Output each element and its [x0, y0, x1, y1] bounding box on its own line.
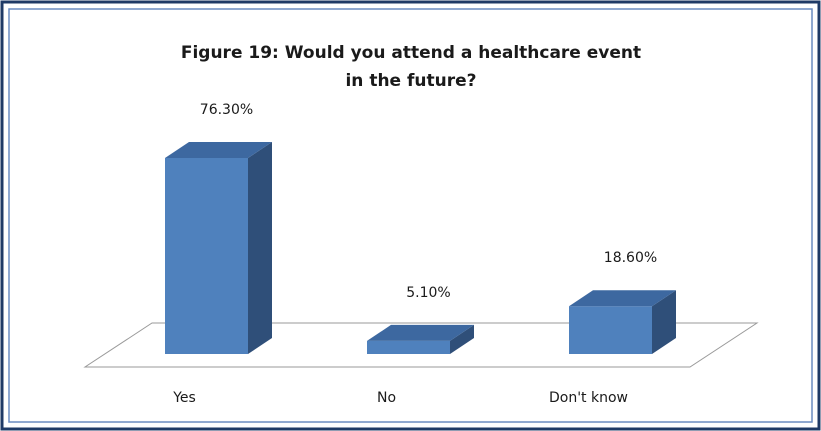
category-label-yes: Yes — [172, 390, 196, 406]
labels-group: 76.30% Yes 5.10% No 18.60% Don't know — [172, 102, 657, 406]
bar-top-don-t-know — [569, 290, 676, 307]
bar-top-yes — [165, 142, 272, 158]
chart-title-line-2: in the future? — [345, 71, 476, 91]
bar-top-no — [367, 324, 474, 341]
bar-don-t-know — [569, 290, 676, 354]
category-label-don-t-know: Don't know — [549, 390, 628, 406]
bar-no — [367, 324, 474, 354]
bar-front-don-t-know — [569, 306, 652, 354]
data-label-don-t-know: 18.60% — [604, 250, 657, 266]
chart-title-line-1: Figure 19: Would you attend a healthcare… — [181, 43, 641, 63]
bar-front-no — [367, 340, 450, 354]
bars-group — [165, 142, 676, 354]
category-label-no: No — [377, 390, 396, 406]
data-label-yes: 76.30% — [200, 102, 253, 118]
chart-floor — [83, 322, 759, 368]
bar-side-no — [450, 324, 474, 354]
data-label-no: 5.10% — [406, 285, 450, 301]
inner-border — [8, 8, 813, 423]
bar-front-yes — [165, 158, 248, 354]
bar-side-yes — [248, 142, 272, 354]
bar-yes — [165, 142, 272, 354]
bar-side-don-t-know — [652, 290, 676, 354]
